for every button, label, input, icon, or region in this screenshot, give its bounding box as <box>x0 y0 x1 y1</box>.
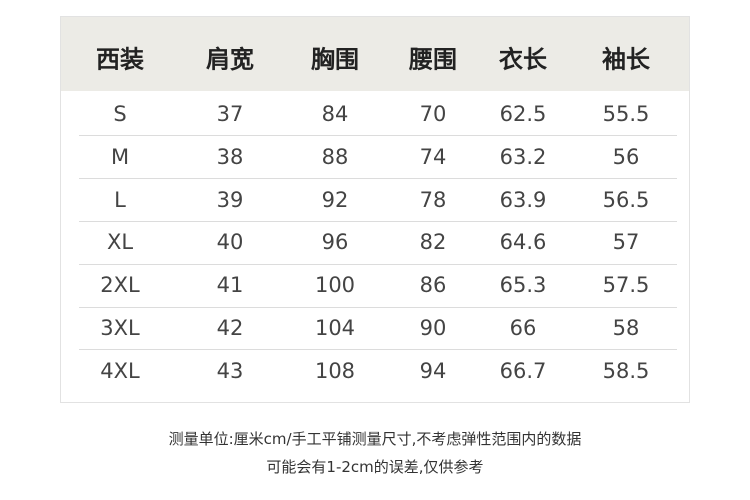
note-line: 测量单位:厘米cm/手工平铺测量尺寸,不考虑弹性范围内的数据 <box>168 430 582 448</box>
measure-cell: 63.2 <box>499 144 547 169</box>
note-line: 可能会有1-2cm的误差,仅供参考 <box>266 458 484 476</box>
header-cell: 袖长 <box>602 45 650 74</box>
measure-cell: 64.6 <box>499 230 547 255</box>
measure-cell: 41 <box>216 273 244 298</box>
measure-cell: 66 <box>509 316 537 340</box>
measure-cell: 38 <box>216 144 244 169</box>
measure-cell: 82 <box>419 230 447 255</box>
measure-cell: 58.5 <box>602 358 650 383</box>
measure-cell: 86 <box>419 273 447 298</box>
measure-cell: 84 <box>321 102 349 126</box>
measure-cell: 108 <box>314 358 356 383</box>
header-cell: 西装 <box>96 45 144 74</box>
row-separator <box>79 178 677 180</box>
measure-cell: 42 <box>216 316 244 340</box>
row-separator <box>79 306 677 308</box>
measure-cell: 57 <box>612 230 640 255</box>
header-cell: 腰围 <box>409 45 457 74</box>
measure-cell: 40 <box>216 230 244 255</box>
measure-cell: 58 <box>612 316 640 340</box>
size-label: 4XL <box>100 358 140 383</box>
measure-cell: 56 <box>612 144 640 169</box>
measure-cell: 88 <box>321 144 349 169</box>
row-separator <box>79 221 677 222</box>
measure-cell: 55.5 <box>602 102 650 126</box>
row-separator <box>79 349 677 351</box>
size-label: XL <box>106 230 134 255</box>
measure-cell: 62.5 <box>499 102 547 126</box>
measure-cell: 66.7 <box>499 358 547 383</box>
header-cell: 胸围 <box>311 45 359 74</box>
size-label: S <box>113 102 127 126</box>
row-separator <box>79 135 677 137</box>
measure-cell: 104 <box>314 316 356 340</box>
measure-cell: 96 <box>321 230 349 255</box>
measure-cell: 94 <box>419 358 447 383</box>
measure-cell: 74 <box>419 144 447 169</box>
measure-cell: 65.3 <box>499 273 547 298</box>
size-label: 2XL <box>100 273 140 298</box>
size-label: M <box>110 144 130 169</box>
row-separator <box>79 263 677 265</box>
measure-cell: 92 <box>321 187 349 212</box>
size-label: L <box>114 187 126 212</box>
measure-cell: 37 <box>216 102 244 126</box>
measure-cell: 100 <box>314 273 356 298</box>
table-header <box>61 17 689 91</box>
measure-cell: 43 <box>216 358 244 383</box>
measure-cell: 39 <box>216 187 244 212</box>
measure-cell: 90 <box>419 316 447 340</box>
size-table: 西装 肩宽 胸围 腰围 衣长 袖长 S 37 84 70 62.5 55.5 M 38 88 74 63.2 56… <box>60 16 690 403</box>
measure-cell: 57.5 <box>602 273 650 298</box>
measure-cell: 63.9 <box>499 187 547 212</box>
header-cell: 衣长 <box>499 45 547 74</box>
size-label: 3XL <box>100 316 140 340</box>
header-cell: 肩宽 <box>206 45 254 74</box>
measure-cell: 78 <box>419 187 447 212</box>
measure-cell: 70 <box>419 102 447 126</box>
measure-cell: 56.5 <box>602 187 650 212</box>
